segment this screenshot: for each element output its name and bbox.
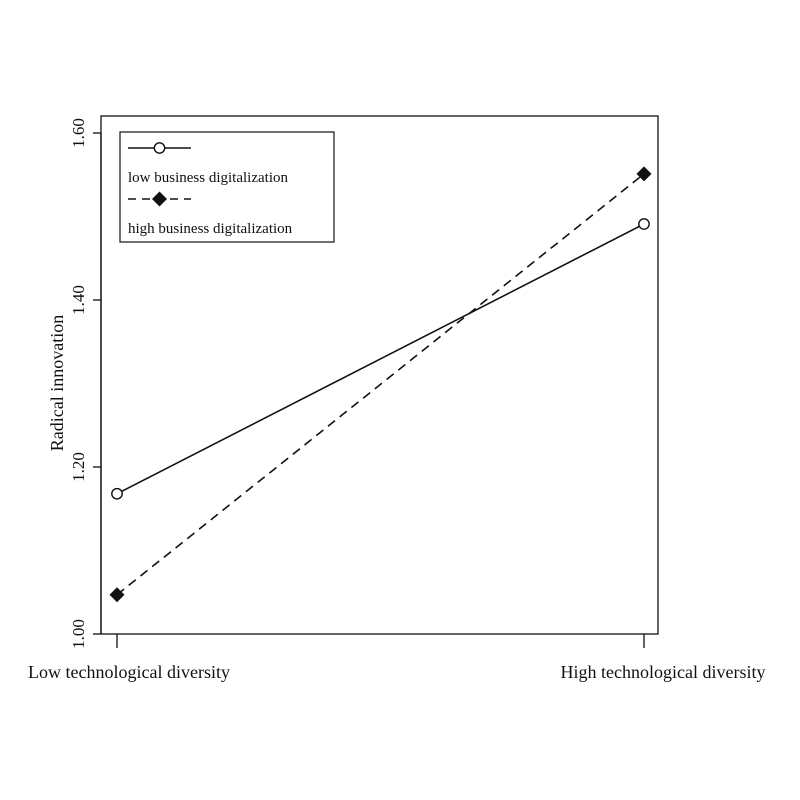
data-point — [636, 166, 652, 182]
x-axis: Low technological diversity High technolo… — [28, 634, 765, 682]
series-line — [116, 173, 645, 596]
legend: low business digitalization high business… — [119, 131, 335, 243]
data-point — [109, 587, 125, 603]
y-tick-label: 1.40 — [69, 285, 88, 315]
data-point — [111, 487, 123, 500]
y-axis-label: Radical innovation — [47, 315, 67, 451]
series-high-business-digitalization — [109, 166, 652, 603]
series-layer — [109, 166, 652, 603]
series-line — [116, 223, 645, 495]
series-low-business-digitalization — [111, 218, 650, 500]
x-category-label: Low technological diversity — [28, 662, 230, 682]
x-category-label: High technological diversity — [561, 662, 766, 682]
legend-key-marker — [152, 191, 167, 207]
y-tick-label: 1.20 — [69, 452, 88, 482]
y-axis: 1.00 1.20 1.40 1.60 — [69, 118, 102, 649]
y-tick-label: 1.60 — [69, 118, 88, 148]
legend-entry-label: low business digitalization — [128, 170, 288, 186]
legend-entry-label: high business digitalization — [128, 221, 293, 237]
y-tick-label: 1.00 — [69, 619, 88, 649]
data-point — [638, 218, 650, 230]
legend-key-marker — [153, 142, 166, 154]
